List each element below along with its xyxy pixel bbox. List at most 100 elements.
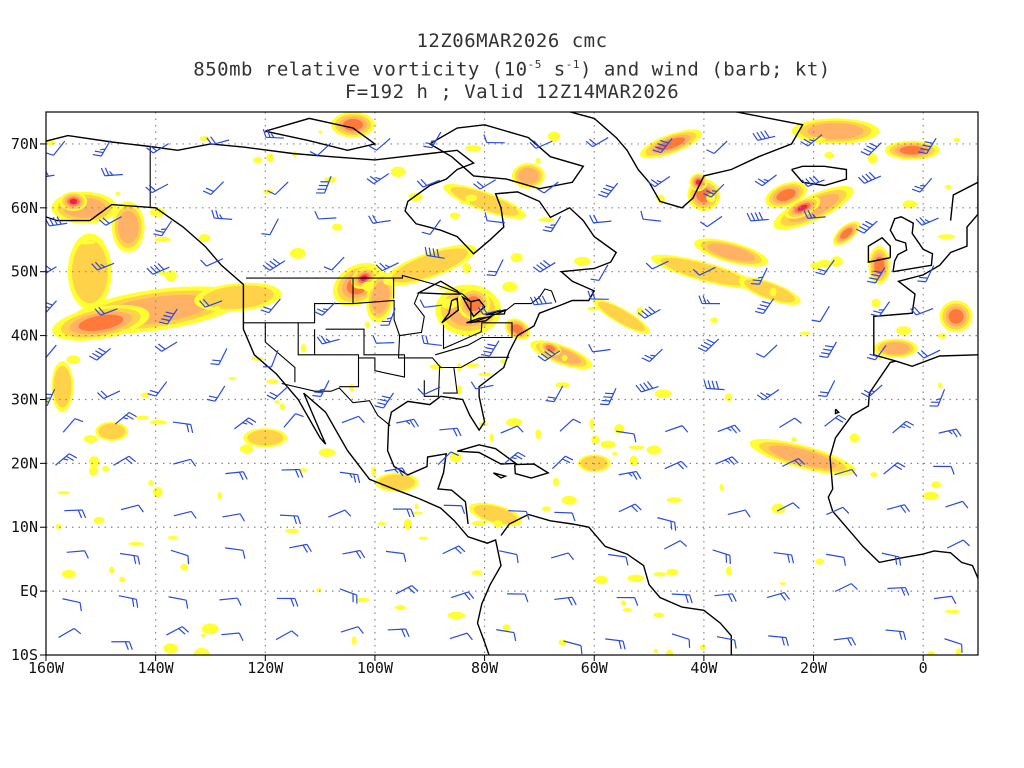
vorticity-speckle xyxy=(653,648,659,654)
wind-barb xyxy=(316,176,332,194)
vorticity-contour xyxy=(98,423,126,440)
vorticity-contour xyxy=(776,188,796,202)
vorticity-speckle xyxy=(817,259,832,268)
vorticity-speckle xyxy=(371,466,377,477)
vorticity-shading xyxy=(46,112,973,655)
wind-barb xyxy=(46,168,55,179)
vorticity-contour xyxy=(117,210,139,244)
coastline xyxy=(949,181,978,221)
x-tick-label: 20W xyxy=(800,659,828,677)
vorticity-speckle xyxy=(440,298,458,309)
wind-barb xyxy=(892,420,915,434)
wind-barb xyxy=(773,551,795,564)
wind-barb xyxy=(100,167,123,177)
vorticity-contour xyxy=(53,365,72,408)
wind-barb xyxy=(473,179,496,190)
wind-barb xyxy=(145,183,169,194)
wind-barb xyxy=(834,468,858,477)
y-tick-label: 10N xyxy=(11,518,38,536)
wind-barb xyxy=(819,341,837,359)
vorticity-speckle xyxy=(55,523,62,530)
vorticity-speckle xyxy=(505,418,523,427)
wind-barb xyxy=(857,171,882,184)
vorticity-speckle xyxy=(414,503,419,510)
vorticity-speckle xyxy=(535,429,542,440)
vorticity-speckle xyxy=(115,191,121,196)
wind-barb xyxy=(62,418,84,433)
title-run-info: 12Z06MAR2026 cmc xyxy=(416,30,608,52)
vorticity-speckle xyxy=(636,307,644,317)
wind-barb xyxy=(664,460,688,470)
wind-barb xyxy=(484,212,505,224)
vorticity-speckle xyxy=(460,200,471,205)
wind-barb xyxy=(451,591,475,601)
vorticity-contour xyxy=(899,145,925,155)
wind-barb xyxy=(166,626,190,636)
wind-barb xyxy=(339,471,361,484)
vorticity-speckle xyxy=(403,519,412,530)
vorticity-speckle xyxy=(163,643,178,654)
vorticity-speckle xyxy=(148,479,154,487)
wind-barb xyxy=(803,210,826,219)
wind-barb xyxy=(800,134,823,147)
wind-barb xyxy=(262,349,279,368)
vorticity-speckle xyxy=(471,570,483,576)
vorticity-speckle xyxy=(955,648,962,655)
vorticity-speckle xyxy=(180,563,189,571)
vorticity-contour xyxy=(797,204,808,211)
vorticity-speckle xyxy=(199,136,210,142)
wind-barb xyxy=(933,465,955,475)
vorticity-speckle xyxy=(871,298,881,308)
wind-barb xyxy=(219,597,242,606)
wind-barb xyxy=(824,414,847,427)
wind-barb xyxy=(173,510,197,519)
x-tick-label: 100W xyxy=(357,659,394,677)
wind-barb xyxy=(938,428,962,438)
wind-barb xyxy=(815,259,835,276)
y-tick-label: EQ xyxy=(20,582,38,600)
vorticity-speckle xyxy=(456,384,462,395)
wind-barb xyxy=(276,597,299,607)
wind-barb xyxy=(421,334,442,347)
vorticity-speckle xyxy=(471,520,487,526)
wind-barb xyxy=(385,550,407,563)
vorticity-contour xyxy=(707,243,756,262)
wind-barb xyxy=(46,264,57,277)
political-border xyxy=(281,382,391,427)
y-tick-label: 10S xyxy=(11,646,38,664)
wind-barb xyxy=(585,137,609,148)
wind-barb xyxy=(754,174,777,187)
wind-barb xyxy=(417,386,441,396)
coastline xyxy=(834,408,840,415)
wind-barb xyxy=(933,595,957,605)
great-lake xyxy=(441,297,460,324)
vorticity-speckle xyxy=(167,535,178,540)
vorticity-speckle xyxy=(57,490,71,495)
vorticity-speckle xyxy=(449,212,461,220)
vorticity-speckle xyxy=(666,497,682,503)
vorticity-speckle xyxy=(561,495,577,505)
vorticity-speckle xyxy=(628,445,645,450)
vorticity-speckle xyxy=(594,575,608,585)
wind-barb xyxy=(202,181,225,195)
wind-barb xyxy=(97,390,121,400)
wind-barb xyxy=(481,340,500,357)
wind-barb xyxy=(550,552,575,561)
wind-barb xyxy=(671,593,693,604)
x-tick-label: 120W xyxy=(247,659,284,677)
vorticity-contour xyxy=(202,285,274,310)
coastline xyxy=(493,472,508,479)
vorticity-speckle xyxy=(666,568,679,576)
vorticity-speckle xyxy=(587,306,598,311)
vorticity-speckle xyxy=(465,145,482,152)
vorticity-contour xyxy=(598,301,646,331)
wind-barb xyxy=(616,430,637,443)
political-border xyxy=(246,274,557,324)
vorticity-speckle xyxy=(149,207,165,217)
x-tick-label: 60W xyxy=(581,659,609,677)
vorticity-speckle xyxy=(128,541,144,546)
latitude-axis: 70N 60N 50N 40N 30N 20N 10N EQ 10S xyxy=(11,135,46,664)
coastline xyxy=(567,112,804,209)
vorticity-contour xyxy=(744,279,796,303)
y-tick-label: 60N xyxy=(11,199,38,217)
